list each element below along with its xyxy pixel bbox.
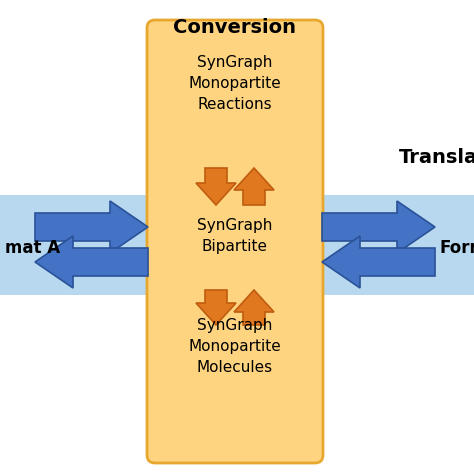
Polygon shape	[35, 236, 148, 288]
Text: SynGraph
Monopartite
Reactions: SynGraph Monopartite Reactions	[189, 55, 282, 112]
Polygon shape	[35, 201, 148, 253]
Polygon shape	[196, 290, 236, 325]
Bar	[0, 195, 474, 295]
FancyBboxPatch shape	[147, 20, 323, 463]
Text: SynGraph
Monopartite
Molecules: SynGraph Monopartite Molecules	[189, 318, 282, 375]
Text: Conversion: Conversion	[173, 18, 297, 37]
Polygon shape	[196, 168, 236, 205]
Polygon shape	[234, 168, 274, 205]
Text: Transla: Transla	[399, 148, 474, 167]
Text: mat A: mat A	[5, 239, 60, 257]
Text: SynGraph
Bipartite: SynGraph Bipartite	[197, 218, 273, 254]
Polygon shape	[234, 290, 274, 325]
Text: Forma: Forma	[440, 239, 474, 257]
Polygon shape	[322, 236, 435, 288]
Polygon shape	[322, 201, 435, 253]
